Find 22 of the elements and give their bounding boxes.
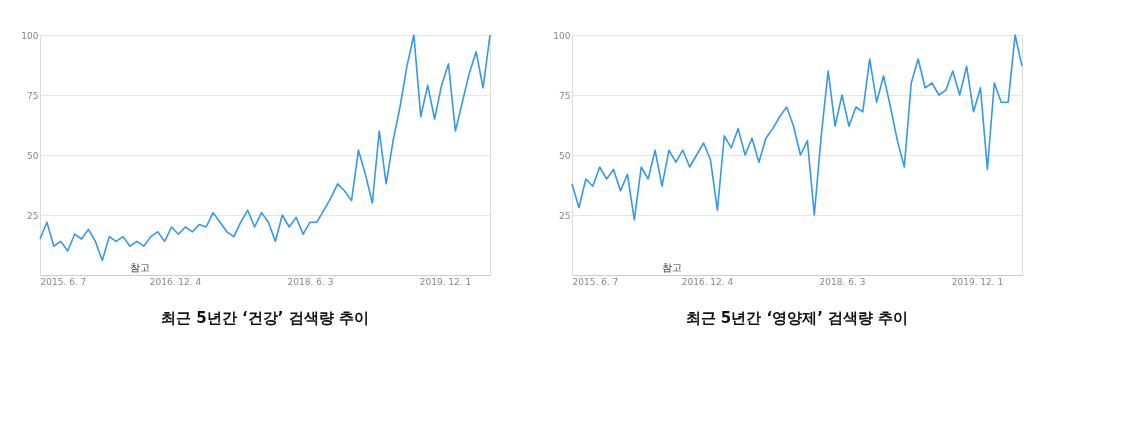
text: 최근 5년간 ‘영양제’ 검색량 추이 <box>685 309 909 327</box>
y-tick-label: 25 <box>559 210 571 221</box>
x-tick-label: 2019. 12. 1 <box>951 276 1004 287</box>
x-tick-label: 2016. 12. 4 <box>149 276 202 287</box>
y-tick-label: 100 <box>21 30 39 41</box>
text: 최근 5년간 ‘건강’ 검색량 추이 <box>161 309 369 327</box>
y-tick-label: 50 <box>27 150 39 161</box>
annotation: 참고 <box>662 262 682 273</box>
annotation: 참고 <box>130 262 150 273</box>
x-tick-label: 2018. 6. 3 <box>287 276 334 287</box>
x-tick-label: 2019. 12. 1 <box>419 276 472 287</box>
y-tick-label: 75 <box>559 90 571 101</box>
line-series <box>571 34 1023 221</box>
y-tick-label: 25 <box>27 210 39 221</box>
y-tick-label: 75 <box>27 90 39 101</box>
x-tick-label: 2016. 12. 4 <box>681 276 734 287</box>
x-tick-label: 2015. 6. 7 <box>572 276 619 287</box>
y-tick-label: 50 <box>559 150 571 161</box>
x-tick-label: 2015. 6. 7 <box>40 276 87 287</box>
line-series <box>39 34 491 262</box>
x-tick-label: 2018. 6. 3 <box>819 276 866 287</box>
y-tick-label: 100 <box>553 30 571 41</box>
